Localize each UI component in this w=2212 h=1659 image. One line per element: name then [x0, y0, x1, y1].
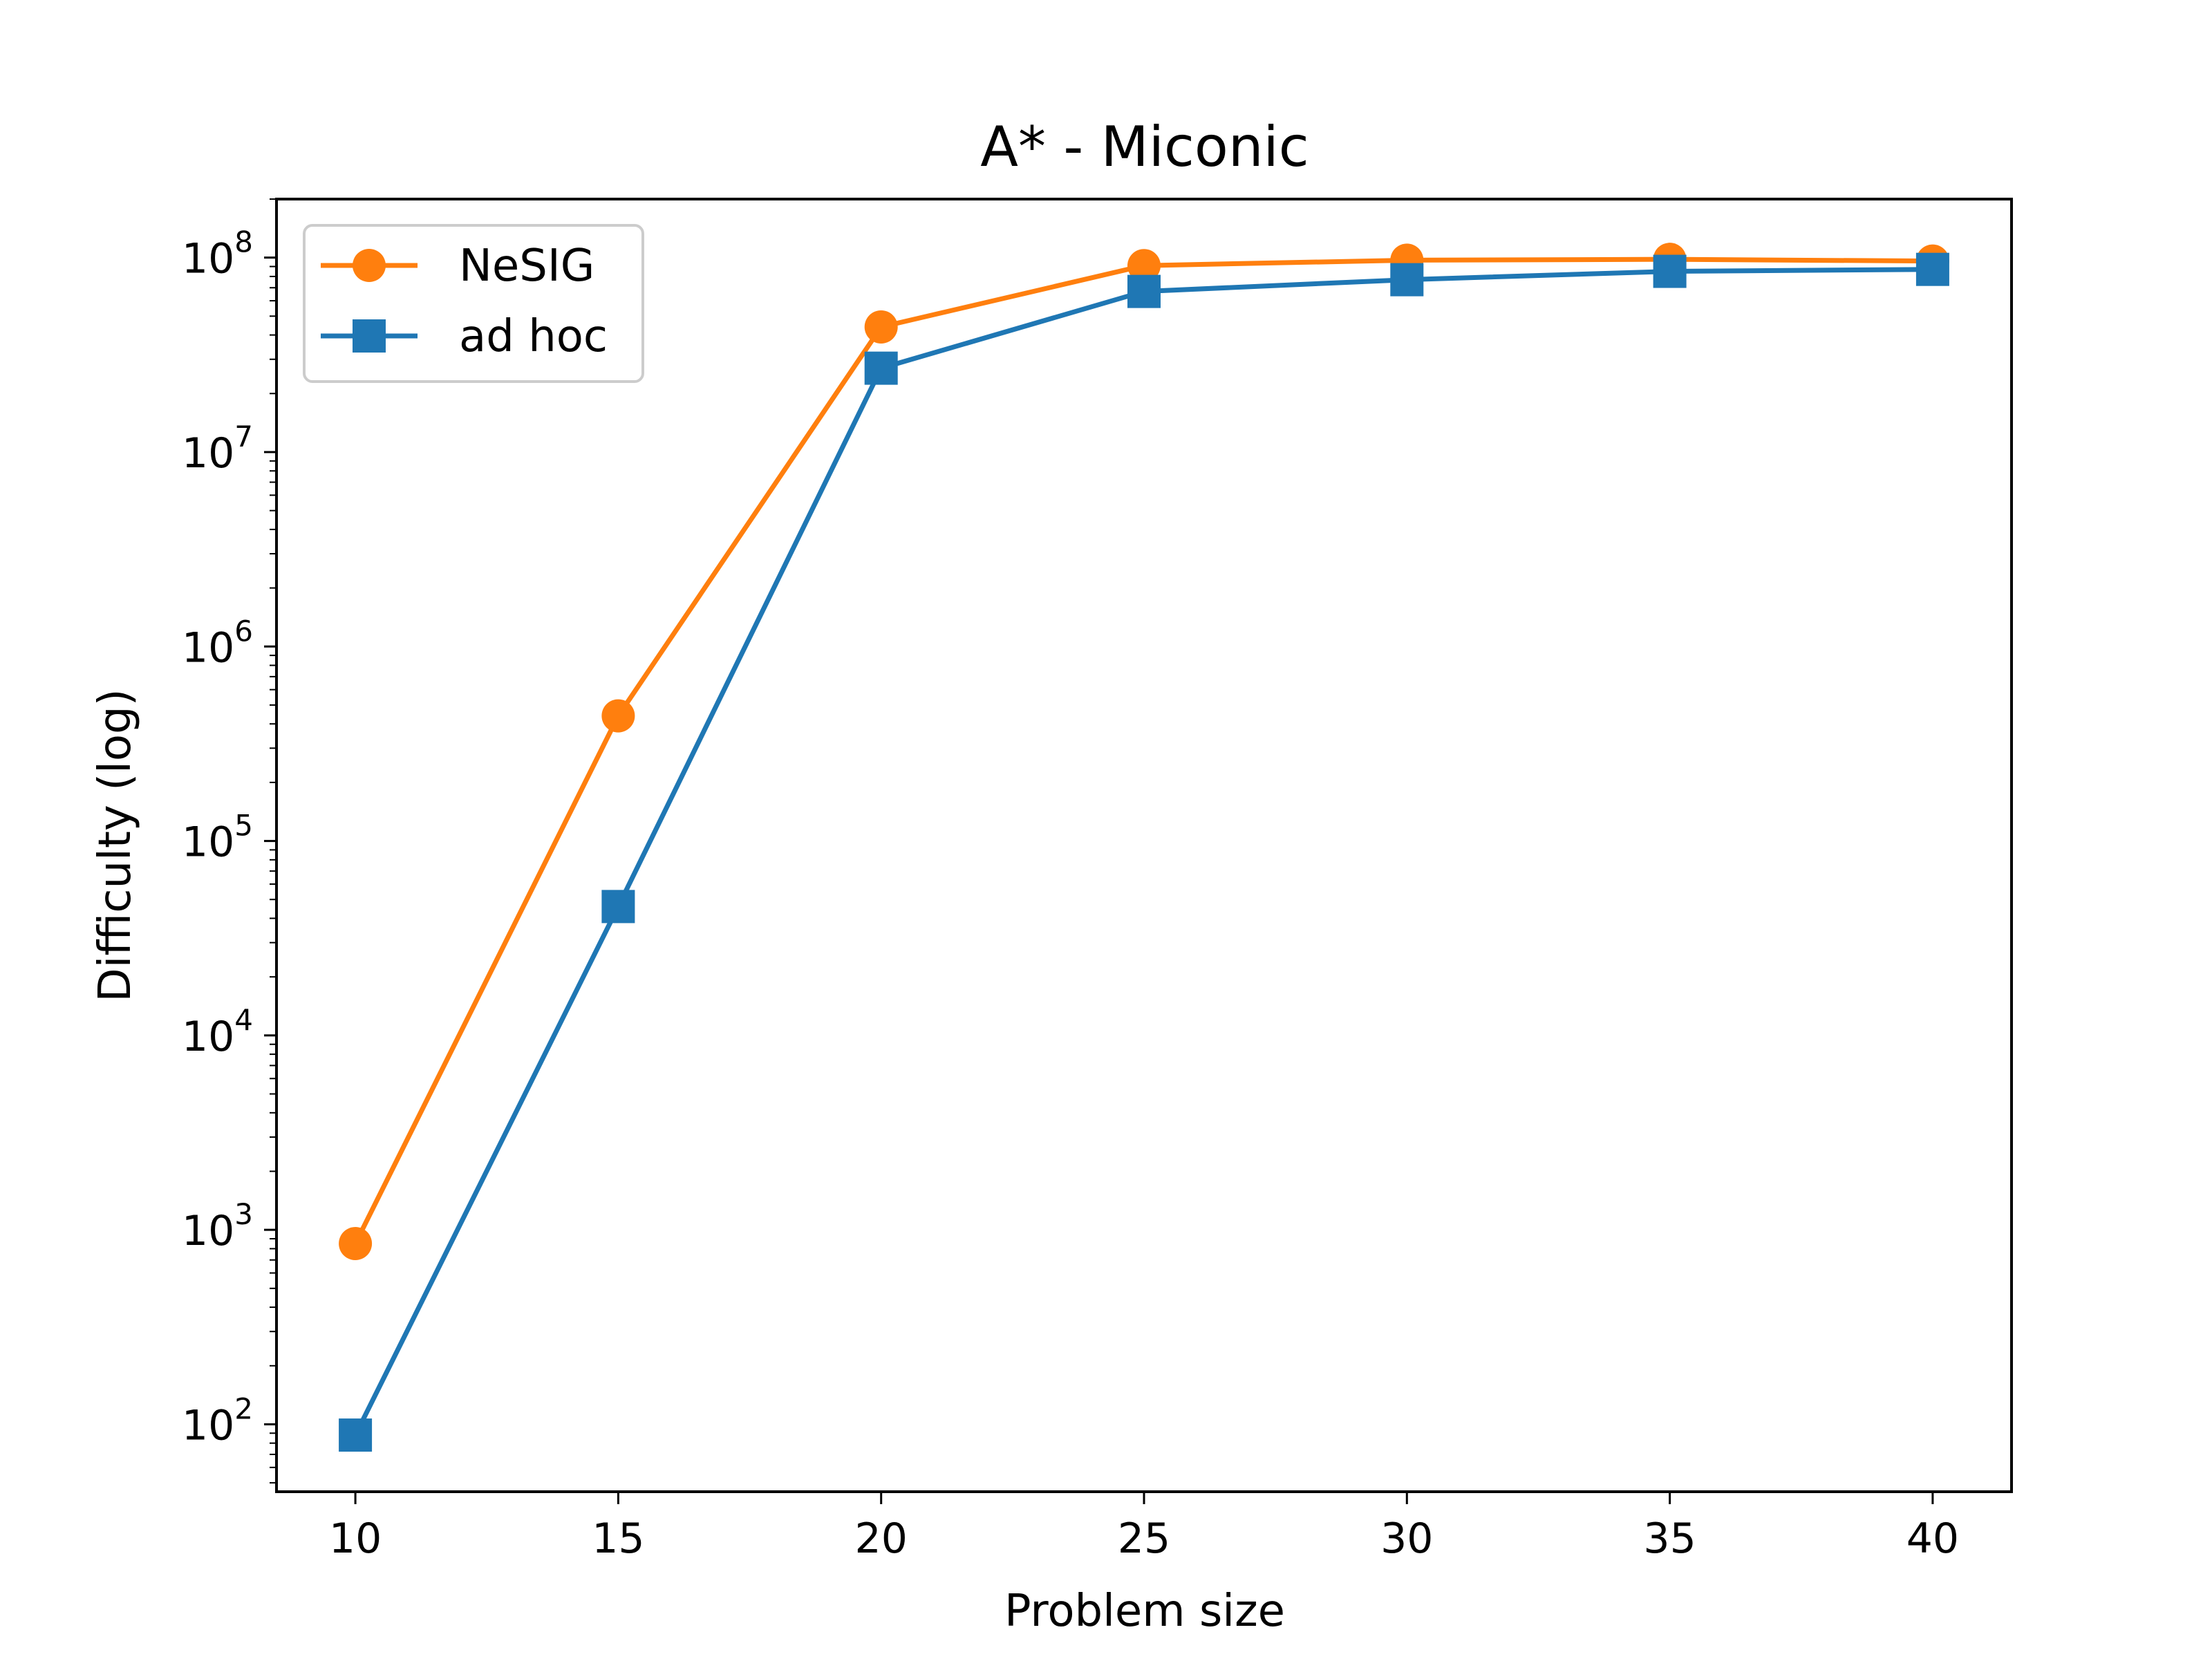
data-point-ad-hoc [1127, 274, 1161, 308]
y-axis: 102 103 104 105 106 107 108 [182, 198, 276, 1484]
y-tick-label: 104 [182, 1003, 253, 1061]
data-point-ad-hoc [601, 890, 635, 924]
x-tick-label: 10 [329, 1515, 382, 1563]
legend-label-ad-hoc: ad hoc [459, 311, 608, 362]
x-tick-label: 35 [1643, 1515, 1696, 1563]
x-tick-label: 15 [592, 1515, 644, 1563]
data-point-nesig [1127, 249, 1161, 283]
x-tick-label: 40 [1906, 1515, 1959, 1563]
series-layer [339, 243, 1949, 1452]
legend: NeSIG ad hoc [303, 224, 644, 383]
legend-marker-ad-hoc [353, 319, 386, 353]
y-tick-label: 106 [182, 614, 253, 672]
x-tick-label: 20 [855, 1515, 908, 1563]
x-tick-label: 30 [1380, 1515, 1433, 1563]
plot-area [275, 198, 2013, 1493]
x-axis-label: Problem size [1004, 1586, 1285, 1637]
legend-label-nesig: NeSIG [459, 241, 594, 292]
y-tick-label: 105 [182, 809, 253, 867]
data-point-ad-hoc [1390, 263, 1424, 297]
y-axis-label: Difficulty (log) [90, 688, 141, 1002]
chart-title: A* - Miconic [980, 115, 1309, 179]
data-point-nesig [339, 1227, 373, 1261]
plot-frame [275, 198, 2013, 1493]
y-tick-label: 103 [182, 1197, 253, 1255]
data-point-ad-hoc [1915, 252, 1949, 286]
data-point-nesig [864, 310, 898, 344]
data-point-ad-hoc [339, 1418, 373, 1452]
legend-marker-nesig [353, 249, 386, 282]
y-tick-label: 108 [182, 225, 253, 283]
x-tick-label: 25 [1118, 1515, 1170, 1563]
y-tick-label: 107 [182, 420, 253, 478]
x-axis: 10 15 20 25 30 35 40 [329, 1492, 1959, 1563]
data-point-ad-hoc [864, 351, 898, 385]
data-point-nesig [601, 699, 635, 733]
data-point-ad-hoc [1653, 254, 1687, 288]
y-tick-label: 102 [182, 1391, 253, 1450]
